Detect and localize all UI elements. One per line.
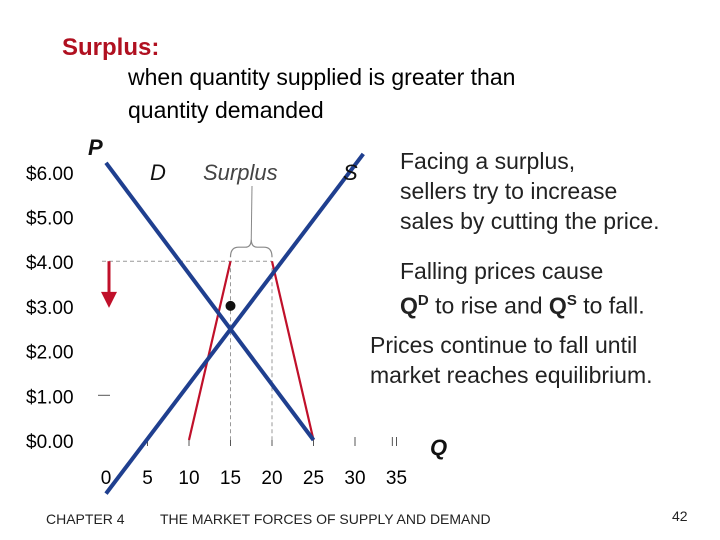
x-tick-label: 5 <box>142 468 153 489</box>
note3-line-1: Prices continue to fall until <box>370 332 638 358</box>
demand-curve <box>104 161 316 442</box>
note2-end: to fall. <box>576 292 645 319</box>
note1-line-1: Facing a surplus, <box>400 148 576 174</box>
x-tick-label: 20 <box>261 468 282 489</box>
note2-line-2: QD to rise and QS to fall. <box>400 286 645 321</box>
note-falling-prices: Falling prices cause QD to rise and QS t… <box>400 256 645 321</box>
surplus-brace <box>229 239 273 258</box>
note-facing-surplus: Facing a surplus, sellers try to increas… <box>400 146 660 236</box>
x-tick-label: 25 <box>303 468 324 489</box>
y-tick-label: $1.00 <box>26 387 74 408</box>
slide-title: Surplus: <box>62 34 160 61</box>
supply-curve <box>104 152 365 495</box>
y-tick-label: $3.00 <box>26 298 74 319</box>
x-tick-label: 35 <box>386 468 407 489</box>
page-number: 42 <box>672 508 688 524</box>
y-tick-label: $5.00 <box>26 209 74 230</box>
supply-label: S <box>343 160 358 185</box>
price-down-arrow-head <box>101 291 117 308</box>
definition-line-2: quantity demanded <box>128 97 324 123</box>
y-tick-label: $4.00 <box>26 253 74 274</box>
qd-symbol: Q <box>400 292 418 319</box>
qs-symbol: Q <box>548 292 567 319</box>
price-adjustment-line <box>270 260 315 441</box>
qd-superscript: D <box>417 292 429 309</box>
x-axis-label: Q <box>430 435 447 460</box>
x-tick-label: 10 <box>178 468 199 489</box>
surplus-pointer-line <box>250 185 253 240</box>
note2-line-1: Falling prices cause <box>400 258 604 284</box>
y-tick-label: $0.00 <box>26 432 74 453</box>
definition-line-1: when quantity supplied is greater than <box>128 64 516 90</box>
note-prices-continue: Prices continue to fall until market rea… <box>370 330 653 390</box>
demand-label: D <box>150 160 166 185</box>
y-tick-label: $2.00 <box>26 343 74 364</box>
chart-labels: $0.00 $1.00 $2.00 $3.00 $4.00 $5.00 $6.00 0 5 10 1… <box>26 135 447 489</box>
note2-mid: to rise and <box>428 292 549 319</box>
surplus-label: Surplus <box>203 160 278 185</box>
footer-title: THE MARKET FORCES OF SUPPLY AND DEMAND <box>160 511 491 527</box>
qs-superscript: S <box>566 292 577 309</box>
x-tick-label: 0 <box>101 468 112 489</box>
x-tick-label: 30 <box>344 468 365 489</box>
y-axis-label: P <box>88 135 103 160</box>
note1-line-3: sales by cutting the price. <box>400 208 660 234</box>
equilibrium-point <box>225 300 236 311</box>
y-tick-label: $6.00 <box>26 164 74 185</box>
note3-line-2: market reaches equilibrium. <box>370 362 653 388</box>
x-tick-label: 15 <box>220 468 241 489</box>
footer-chapter: CHAPTER 4 <box>46 511 125 527</box>
curves <box>101 152 365 495</box>
price-adjustment-line <box>187 260 232 441</box>
note1-line-2: sellers try to increase <box>400 178 618 204</box>
